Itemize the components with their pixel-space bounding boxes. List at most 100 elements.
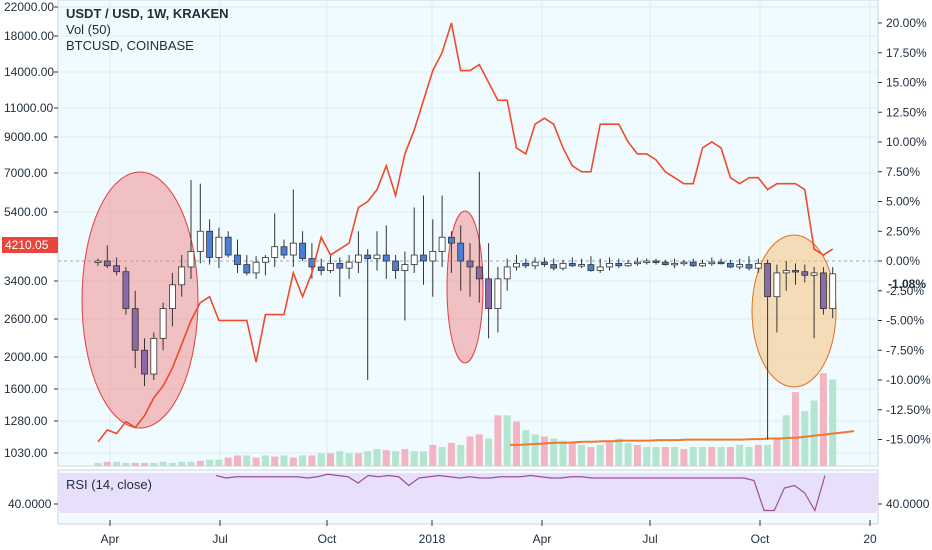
volume-bar [708, 447, 716, 466]
volume-bar [308, 455, 316, 466]
volume-bar [131, 462, 139, 466]
volume-bar [782, 415, 790, 466]
candle-body [634, 261, 641, 265]
volume-bar [354, 453, 362, 466]
candle-body [550, 264, 558, 269]
volume-bar [336, 451, 344, 466]
candle-body [764, 262, 771, 298]
left-axis-label: 14000.00 [4, 65, 54, 79]
volume-ma-line [510, 430, 855, 446]
candle-body [792, 270, 799, 273]
right-axis-label: -10.00% [886, 373, 931, 387]
volume-bar [819, 373, 827, 466]
candle-body [485, 278, 493, 310]
candle-body [131, 308, 139, 351]
rsi-left-axis-label: 40.0000 [8, 497, 52, 511]
volume-bar [764, 444, 772, 466]
candle-body [522, 262, 530, 267]
volume-bar [829, 379, 837, 466]
candle-body [196, 230, 204, 252]
candle-body [643, 260, 651, 263]
candle-body [280, 246, 288, 256]
candle-body [122, 271, 130, 309]
right-axis-label: -15.00% [886, 433, 931, 447]
volume-bar [494, 415, 502, 466]
candle-body [141, 349, 148, 375]
volume-bar [382, 450, 390, 466]
candle-body [680, 261, 688, 265]
candle-body [317, 266, 325, 271]
candle-body [206, 230, 214, 258]
volume-bar [745, 447, 753, 466]
right-axis-label: 2.50% [886, 224, 920, 238]
volume-bar [624, 442, 632, 466]
volume-bar [578, 444, 586, 466]
candle-body [224, 236, 232, 256]
candle-body [94, 260, 102, 263]
volume-bar [364, 451, 372, 466]
rsi-right-axis-label: 40.0000 [886, 497, 930, 511]
volume-bar [568, 442, 576, 466]
volume-bar [420, 451, 427, 466]
candle-body [596, 266, 604, 271]
volume-bar [401, 449, 409, 466]
candle-body [187, 251, 195, 268]
last-price-tag [2, 237, 58, 253]
volume-bar [113, 461, 121, 466]
candle-body [801, 271, 809, 276]
candle-body [271, 246, 279, 258]
candle-body [689, 261, 697, 267]
volume-bar [234, 455, 241, 466]
right-axis-label: 20.00% [886, 16, 927, 30]
rsi-line [215, 473, 826, 513]
volume-bar [289, 457, 297, 466]
left-axis-label: 2000.00 [4, 350, 48, 364]
volume-bar [587, 447, 595, 466]
volume-bar [168, 462, 176, 466]
candle-body [773, 272, 781, 298]
x-axis-label: Jul [642, 532, 657, 546]
candle-body [736, 264, 744, 268]
candle-body [215, 236, 223, 258]
candle-body [717, 261, 725, 265]
volume-bar [550, 438, 558, 466]
volume-bar [392, 451, 400, 466]
current-pct-label: -1.08% [888, 277, 926, 291]
volume-bar [773, 438, 781, 466]
x-axis-label: Oct [318, 532, 337, 546]
volume-bar [754, 444, 762, 466]
left-axis-label: 1030.00 [4, 446, 48, 460]
right-axis-label: 5.00% [886, 195, 920, 209]
volume-bar [596, 444, 604, 466]
candle-body [475, 266, 483, 280]
volume-bar [615, 438, 623, 466]
candle-body [252, 261, 260, 274]
left-axis-label: 2600.00 [4, 312, 48, 326]
volume-bar [485, 438, 493, 466]
candle-body [606, 262, 613, 268]
left-axis-label: 22000.00 [4, 0, 54, 14]
right-axis-label: -7.50% [886, 343, 924, 357]
right-axis-label: 17.50% [886, 46, 927, 60]
candle-body [410, 254, 418, 265]
candle-body [327, 262, 334, 271]
volume-bar [522, 430, 530, 466]
left-axis-label: 1280.00 [4, 414, 48, 428]
volume-bar [801, 411, 809, 466]
candle-body [336, 262, 344, 269]
volume-bar [466, 436, 474, 466]
volume-bar [280, 455, 288, 466]
volume-bar [699, 447, 706, 466]
volume-bar [792, 392, 799, 466]
candle-body [364, 254, 372, 260]
right-axis-label: 7.50% [886, 165, 920, 179]
candle-body [624, 262, 632, 267]
volume-bar [810, 400, 818, 466]
volume-bar [345, 453, 353, 466]
x-axis-label: 2018 [419, 532, 446, 546]
candle-body [354, 254, 362, 263]
candle-body [457, 242, 465, 262]
volume-bar [717, 447, 725, 466]
volume-bar [373, 449, 381, 466]
